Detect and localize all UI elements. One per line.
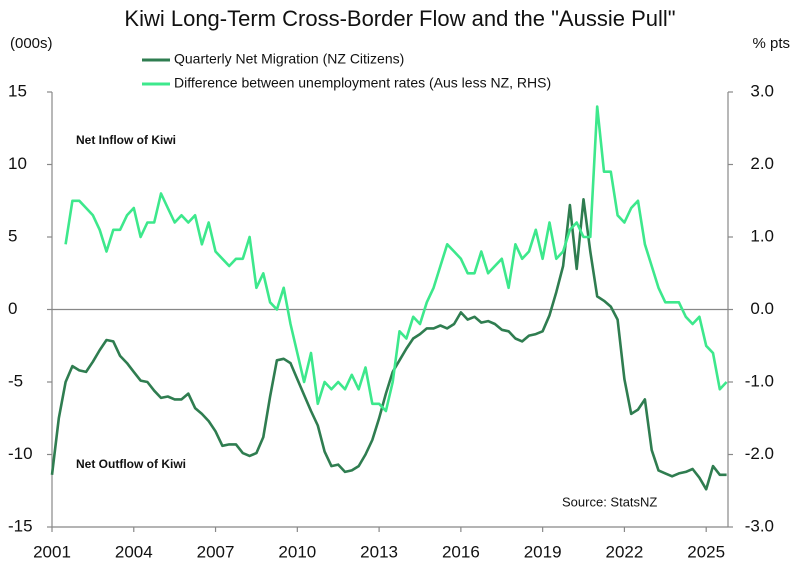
y-tick-label: -15 (8, 516, 33, 535)
y2-tick-label: 0.0 (750, 299, 774, 318)
x-tick-label: 2016 (442, 542, 480, 561)
y2-tick-label: -3.0 (745, 516, 774, 535)
source-note: Source: StatsNZ (562, 494, 657, 509)
legend-label: Quarterly Net Migration (NZ Citizens) (174, 51, 404, 67)
x-tick-label: 2019 (524, 542, 562, 561)
data-line (64, 105, 728, 413)
annotation: Net Outflow of Kiwi (76, 457, 186, 471)
legend-label: Difference between unemployment rates (A… (174, 75, 551, 91)
x-tick-label: 2010 (278, 542, 316, 561)
y2-tick-label: 3.0 (750, 81, 774, 100)
y-tick-label: 5 (8, 226, 17, 245)
x-tick-label: 2004 (115, 542, 153, 561)
y-tick-label: -10 (8, 444, 33, 463)
chart-title: Kiwi Long-Term Cross-Border Flow and the… (124, 6, 675, 31)
y2-tick-label: 1.0 (750, 226, 774, 245)
y-tick-label: 10 (8, 154, 27, 173)
y2-tick-label: 2.0 (750, 154, 774, 173)
x-tick-label: 2007 (197, 542, 235, 561)
x-tick-label: 2001 (33, 542, 71, 561)
data-line (50, 198, 727, 491)
x-tick-label: 2025 (687, 542, 725, 561)
y-axis-label: (000s) (10, 35, 53, 52)
x-tick-label: 2022 (606, 542, 644, 561)
y-tick-label: 15 (8, 81, 27, 100)
y-tick-label: -5 (8, 371, 23, 390)
y2-tick-label: -2.0 (745, 444, 774, 463)
annotation: Net Inflow of Kiwi (76, 133, 176, 147)
y2-axis-label: % pts (752, 35, 790, 52)
y2-tick-label: -1.0 (745, 371, 774, 390)
y-tick-label: 0 (8, 299, 17, 318)
x-tick-label: 2013 (360, 542, 398, 561)
